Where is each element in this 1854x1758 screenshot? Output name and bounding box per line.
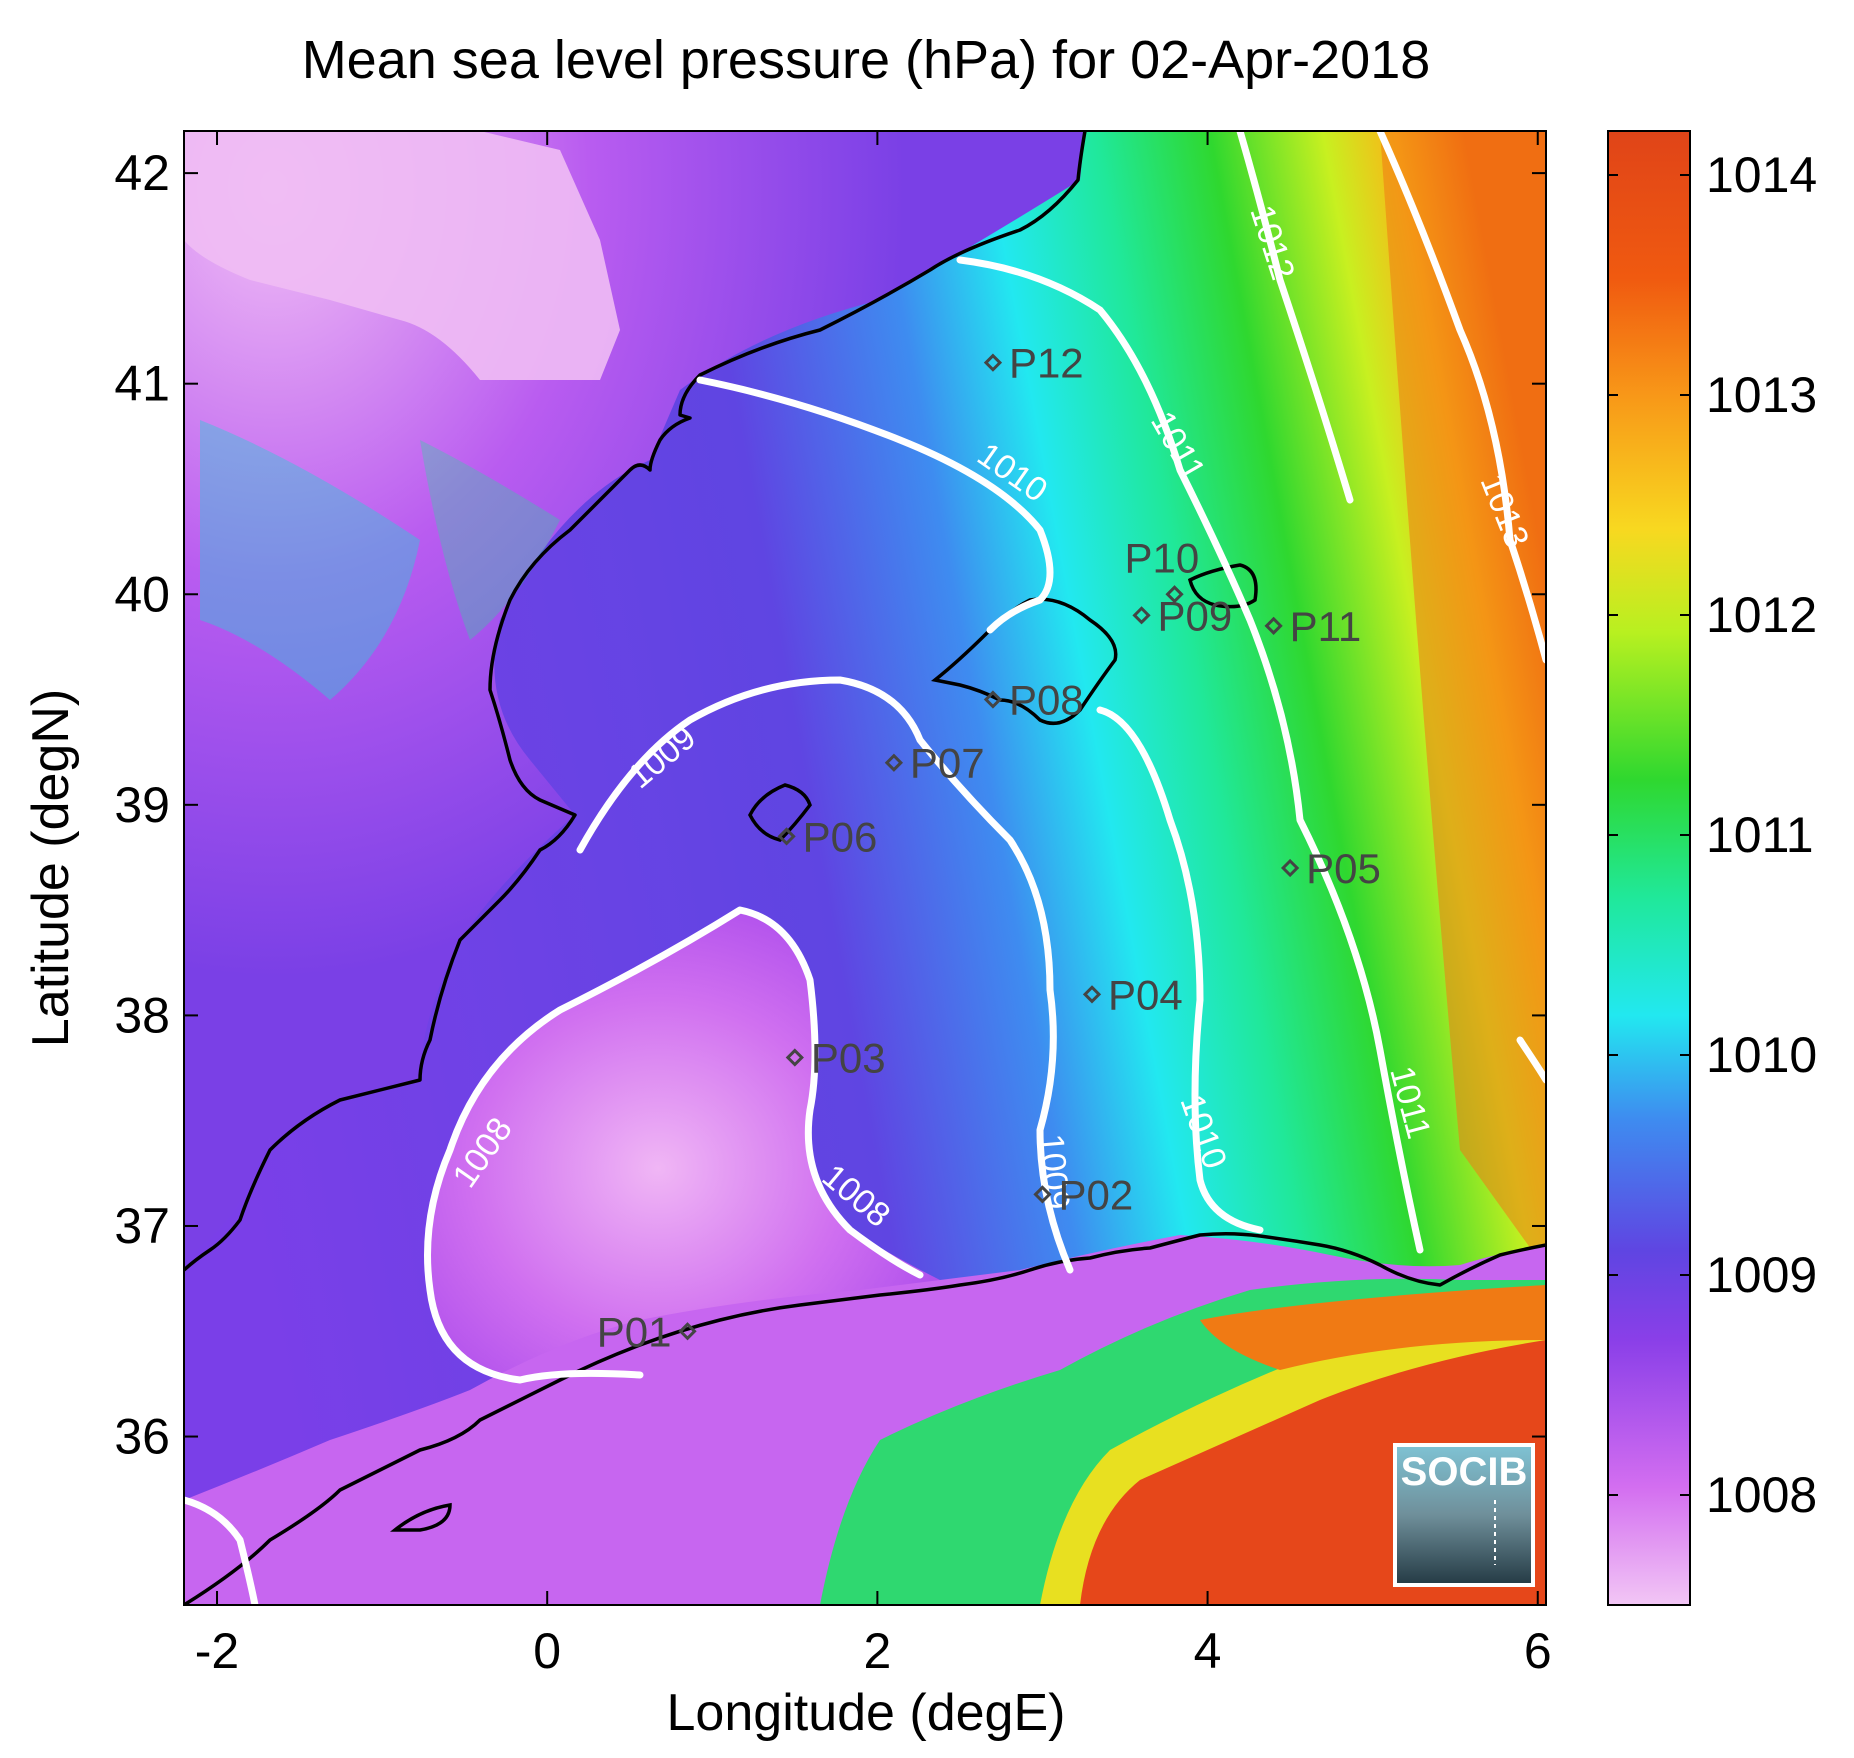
station-label: P12 bbox=[1009, 340, 1084, 387]
land-texture-green bbox=[200, 420, 420, 700]
contour-1008 bbox=[424, 906, 924, 1384]
y-axis-ticks: 36 37 38 39 40 41 42 bbox=[114, 145, 1546, 1465]
contour-1009-sw bbox=[184, 1496, 259, 1605]
station-points: P01 P02 P03 P04 P05 P06 P07 P08 P09 P10 P11 P12 bbox=[597, 340, 1381, 1356]
x-tick-label: -2 bbox=[195, 1623, 239, 1679]
contour-1011-east bbox=[1516, 1036, 1546, 1084]
station-label: P08 bbox=[1009, 677, 1084, 724]
colorbar-tick-label: 1008 bbox=[1706, 1467, 1817, 1523]
x-tick-label: 4 bbox=[1194, 1623, 1222, 1679]
station-marker bbox=[1165, 585, 1184, 604]
colorbar-tick-label: 1009 bbox=[1706, 1247, 1817, 1303]
station-marker bbox=[785, 1048, 804, 1067]
contour-1010-south bbox=[1096, 706, 1264, 1234]
y-tick-label: 41 bbox=[114, 356, 170, 412]
station-label: P10 bbox=[1125, 534, 1200, 581]
y-tick-label: 37 bbox=[114, 1198, 170, 1254]
logo-box bbox=[1393, 1443, 1535, 1587]
station-label: P09 bbox=[1158, 592, 1233, 639]
colorbar-tick-label: 1013 bbox=[1706, 367, 1817, 423]
socib-logo: SOCIB bbox=[1393, 1443, 1535, 1587]
station-marker bbox=[1132, 606, 1151, 625]
y-axis-label: Latitude (degN) bbox=[22, 689, 80, 1047]
y-tick-label: 40 bbox=[114, 566, 170, 622]
station-marker bbox=[1280, 858, 1300, 878]
island-alboran bbox=[390, 1502, 452, 1532]
island-ibiza bbox=[748, 783, 812, 842]
contour-1010-north bbox=[696, 376, 1054, 634]
station-marker bbox=[777, 827, 796, 846]
station-label: P04 bbox=[1108, 971, 1183, 1018]
land-highland bbox=[184, 131, 620, 380]
station-label: P05 bbox=[1306, 845, 1381, 892]
station-label: P11 bbox=[1290, 603, 1362, 650]
plot-frame bbox=[183, 130, 1547, 1606]
y-tick-label: 38 bbox=[114, 987, 170, 1043]
colorbar-ticks: 1008 1009 1010 1011 1012 1013 1014 bbox=[1608, 147, 1817, 1523]
station-marker bbox=[1082, 985, 1102, 1004]
chart-title: Mean sea level pressure (hPa) for 02-Apr… bbox=[302, 30, 1431, 90]
station-marker bbox=[1264, 616, 1283, 635]
station-marker bbox=[1033, 1185, 1052, 1204]
land-iberia bbox=[184, 131, 1085, 1260]
logo-text: SOCIB bbox=[1401, 1450, 1528, 1494]
station-label: P03 bbox=[811, 1035, 886, 1082]
station-label: P06 bbox=[803, 813, 878, 860]
colorbar-tick-label: 1012 bbox=[1706, 587, 1817, 643]
station-label: P01 bbox=[597, 1308, 672, 1355]
y-tick-label: 39 bbox=[114, 777, 170, 833]
colorbar-tick-label: 1011 bbox=[1706, 807, 1814, 863]
station-label: P02 bbox=[1058, 1171, 1133, 1218]
station-label: P07 bbox=[910, 740, 985, 787]
colorbar-tick-label: 1010 bbox=[1706, 1027, 1817, 1083]
station-marker bbox=[983, 690, 1003, 709]
contour-1011 bbox=[956, 256, 1424, 1254]
x-axis-ticks: -2 0 2 4 6 bbox=[195, 131, 1552, 1679]
contour-1012 bbox=[1236, 131, 1354, 504]
land-texture-green-2 bbox=[420, 440, 560, 640]
y-tick-label: 36 bbox=[114, 1409, 170, 1465]
coastline-iberia bbox=[184, 131, 1087, 1272]
contour-1013 bbox=[1376, 131, 1546, 664]
land-africa-orange bbox=[1200, 1285, 1546, 1370]
x-axis-label: Longitude (degE) bbox=[667, 1684, 1066, 1742]
coastline-africa bbox=[184, 1231, 1546, 1605]
x-tick-label: 0 bbox=[533, 1623, 561, 1679]
y-tick-label: 42 bbox=[114, 145, 170, 201]
station-marker bbox=[983, 353, 1003, 372]
contour-1009 bbox=[576, 676, 1074, 1274]
high-pressure-band bbox=[1380, 131, 1546, 1270]
plot-area: 1008 1008 1009 1009 1010 1010 1011 1011 … bbox=[184, 131, 1546, 1605]
x-tick-label: 6 bbox=[1524, 1623, 1552, 1679]
colorbar bbox=[1607, 130, 1691, 1606]
station-marker bbox=[884, 753, 904, 772]
colorbar-tick-label: 1014 bbox=[1706, 147, 1817, 203]
station-marker bbox=[678, 1322, 697, 1341]
x-tick-label: 2 bbox=[863, 1623, 891, 1679]
